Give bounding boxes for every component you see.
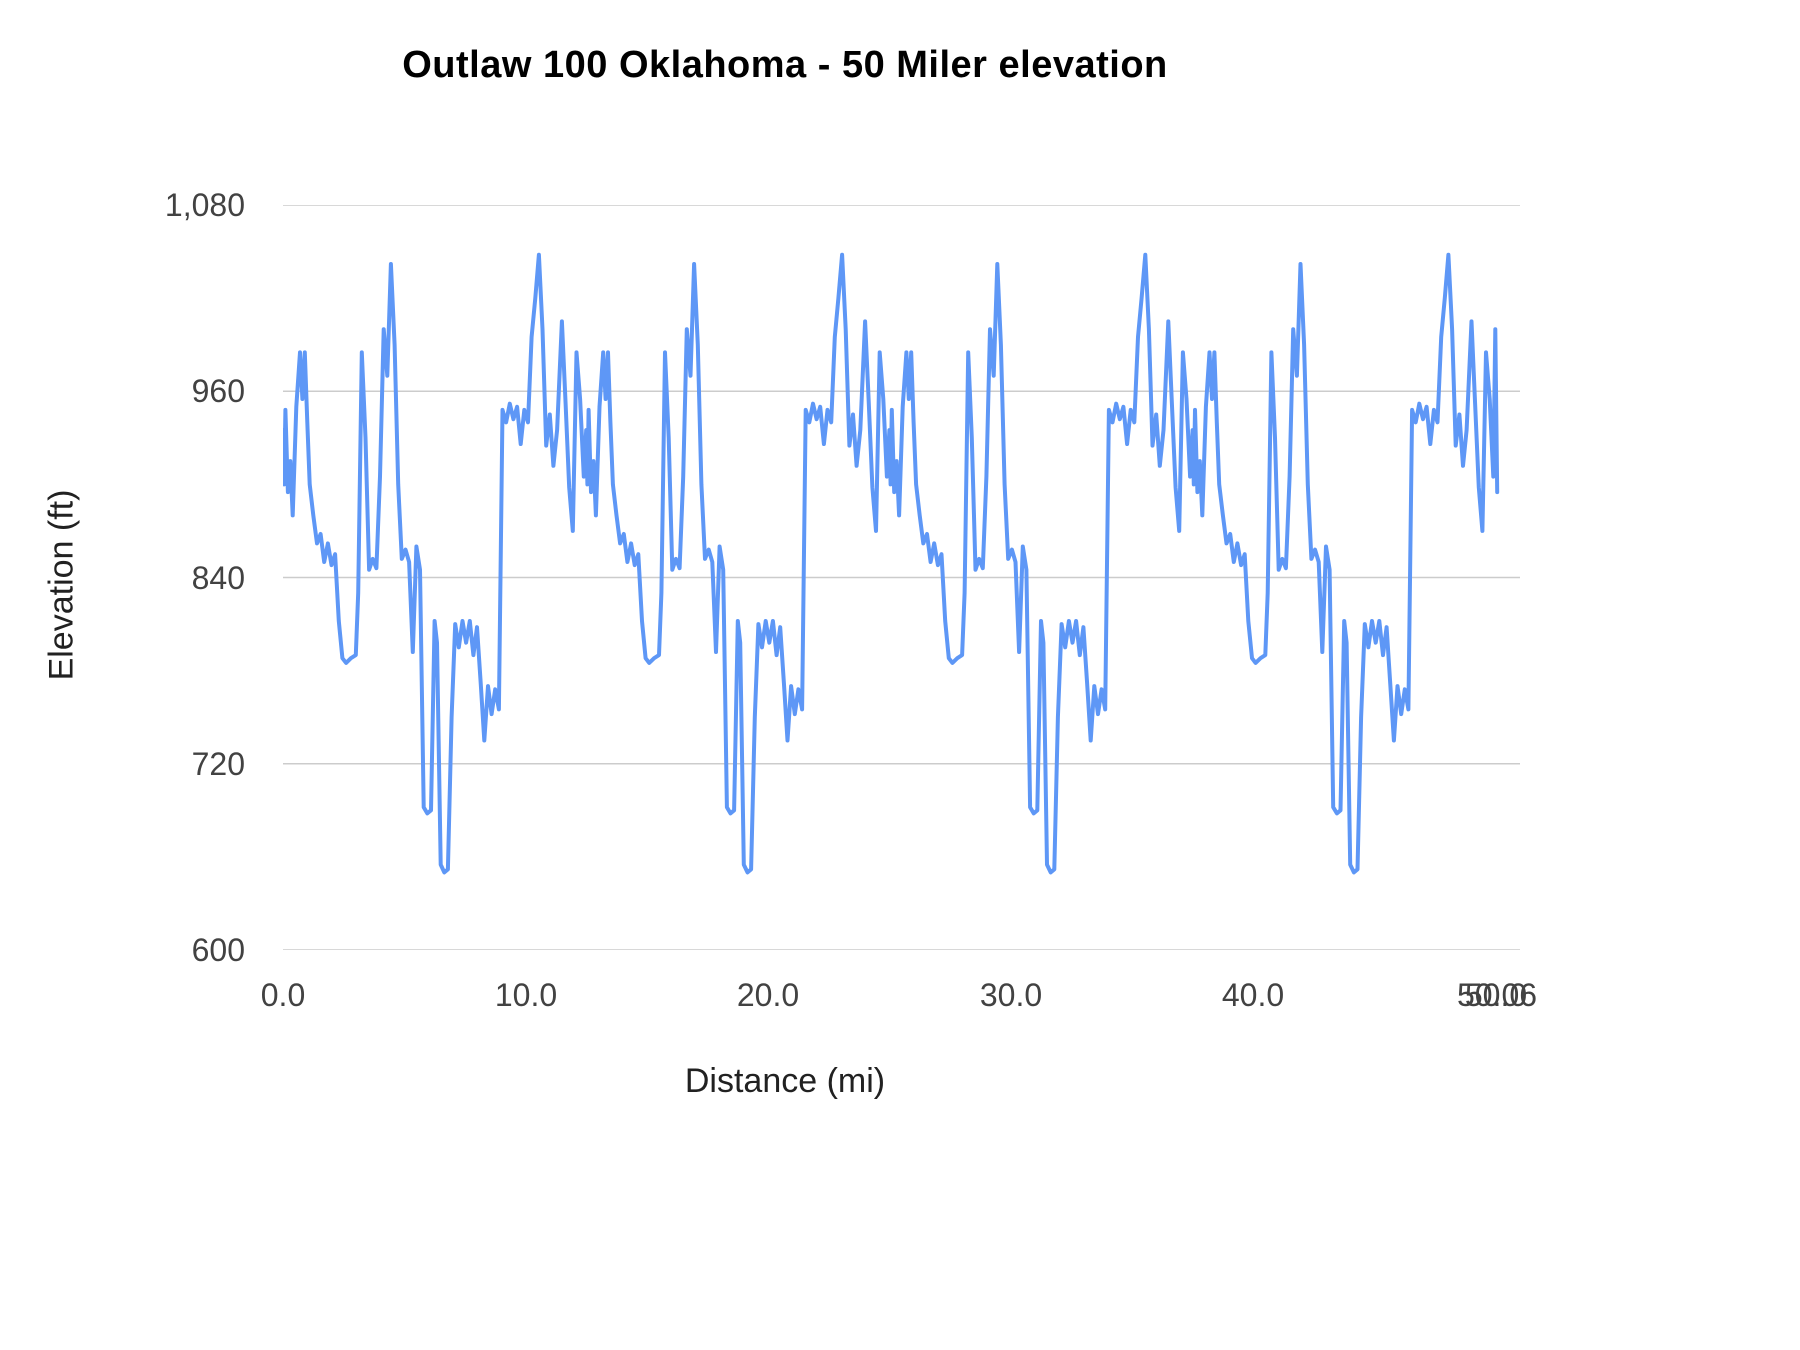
x-tick-label: 50.0 xyxy=(1464,977,1528,1013)
y-tick-label: 600 xyxy=(191,932,245,968)
x-tick-label: 50.06 xyxy=(1456,977,1538,1013)
plot-area xyxy=(283,205,1520,950)
x-tick-label: 30.0 xyxy=(979,977,1043,1013)
x-tick-label: 40.0 xyxy=(1221,977,1285,1013)
y-tick-label: 1,080 xyxy=(164,187,245,223)
x-tick-label: 20.0 xyxy=(736,977,800,1013)
x-tick-label: 10.0 xyxy=(494,977,558,1013)
y-tick-label: 960 xyxy=(191,373,245,409)
x-axis-title: Distance (mi) xyxy=(684,1062,886,1100)
elevation-line-series xyxy=(283,252,1500,875)
x-tick-label: 0.0 xyxy=(260,977,306,1013)
chart-title: Outlaw 100 Oklahoma - 50 Miler elevation xyxy=(402,44,1168,86)
y-axis-title: Elevation (ft) xyxy=(42,489,81,681)
y-tick-label: 840 xyxy=(191,560,245,596)
y-tick-label: 720 xyxy=(191,746,245,782)
